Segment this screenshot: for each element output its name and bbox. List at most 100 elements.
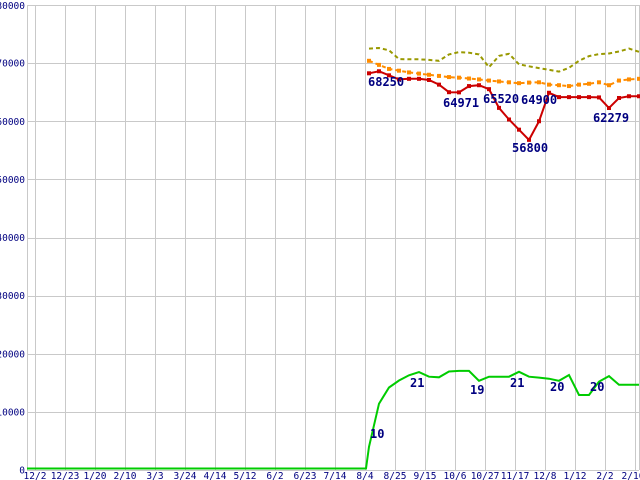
red-solid-series-marker	[617, 96, 621, 100]
red-solid-series-marker	[397, 77, 401, 82]
orange-dashed-series-marker	[597, 80, 601, 85]
y-axis-labels: 0 10000 20000 30000 40000 50000 60000 70000 8000…	[0, 1, 25, 477]
x-axis-tick-label: 12/2	[24, 471, 47, 480]
data-label: 68250	[368, 75, 404, 89]
orange-dashed-series-marker	[607, 83, 611, 88]
orange-dashed-series-marker	[477, 77, 481, 82]
y-axis-tick-label: 30000	[0, 291, 25, 302]
x-axis-tick-label: 12/23	[51, 471, 80, 480]
orange-dashed-series-marker	[617, 78, 621, 83]
orange-dashed-series-marker	[507, 80, 511, 85]
orange-dashed-series-marker	[437, 73, 441, 78]
orange-dashed-series-marker	[387, 66, 391, 71]
red-solid-series-marker	[497, 105, 501, 110]
x-axis-tick-label: 6/23	[294, 471, 317, 480]
red-solid-series-marker	[587, 95, 591, 100]
red-solid-series-marker	[377, 69, 381, 74]
orange-dashed-series-marker	[557, 83, 561, 88]
data-label: 21	[410, 376, 424, 390]
orange-dashed-series-marker	[637, 76, 640, 81]
red-solid-series-marker	[527, 137, 531, 142]
orange-dashed-series-marker	[427, 72, 431, 77]
red-solid-series-marker	[557, 95, 561, 100]
red-solid-series-marker	[567, 95, 571, 100]
y-axis-tick-label: 50000	[0, 175, 25, 186]
x-axis-tick-label: 10/6	[444, 471, 467, 480]
orange-dashed-series-marker	[517, 81, 521, 86]
x-axis-tick-label: 12/8	[534, 471, 557, 480]
red-solid-series-marker	[457, 90, 461, 95]
data-label: 19	[470, 383, 484, 397]
red-solid-series-line	[368, 70, 639, 142]
y-axis-tick-label: 20000	[0, 349, 25, 360]
red-solid-series-marker	[407, 76, 411, 81]
x-axis-tick-label: 8/4	[356, 471, 373, 480]
x-axis-tick-label: 8/25	[384, 471, 407, 480]
orange-dashed-series-marker	[447, 75, 451, 80]
x-axis-tick-label: 2/2	[596, 471, 613, 480]
orange-dashed-series-marker	[547, 82, 551, 87]
x-axis-labels: 12/2 12/23 1/20 2/10 3/3 3/24 4/14 5/12 6/2 6/23 7…	[24, 471, 640, 480]
red-solid-series	[367, 69, 640, 142]
orange-dashed-series-marker	[587, 81, 591, 86]
x-axis-tick-label: 4/14	[204, 471, 227, 480]
y-axis-tick-label: 60000	[0, 117, 25, 128]
red-solid-series-marker	[367, 71, 371, 76]
red-solid-series-marker	[387, 73, 391, 78]
red-solid-series-marker	[517, 127, 521, 132]
x-axis-tick-label: 1/12	[564, 471, 587, 480]
data-labels: 68250 64971 65520 64900 56800 62279 10 21 19 21 20…	[368, 75, 629, 441]
orange-dashed-series-marker	[377, 62, 381, 67]
y-axis-tick-label: 0	[19, 466, 25, 477]
x-axis-tick-label: 9/15	[414, 471, 437, 480]
red-solid-series-marker	[417, 76, 421, 81]
red-solid-series-marker	[427, 77, 431, 82]
x-axis-tick-label: 2/10	[114, 471, 137, 480]
orange-dashed-series-marker	[527, 80, 531, 85]
data-label: 64900	[521, 93, 557, 107]
orange-dashed-series-marker	[397, 68, 401, 73]
orange-dashed-series-marker	[487, 78, 491, 83]
x-axis-tick-label: 7/14	[324, 471, 347, 480]
orange-dashed-series-marker	[457, 75, 461, 80]
orange-dashed-series-marker	[497, 79, 501, 84]
red-solid-series-marker	[577, 95, 581, 100]
orange-dashed-series-marker	[467, 76, 471, 81]
gridlines	[27, 5, 640, 471]
x-axis-tick-label: 3/3	[146, 471, 163, 480]
red-solid-series-marker	[437, 82, 441, 87]
y-axis-tick-label: 80000	[0, 1, 25, 12]
x-axis-tick-label: 6/2	[266, 471, 283, 480]
data-label: 64971	[443, 96, 479, 110]
y-axis-tick-label: 40000	[0, 233, 25, 244]
orange-dashed-series	[367, 58, 640, 89]
red-solid-series-marker	[467, 84, 471, 89]
orange-dashed-series-marker	[577, 82, 581, 87]
x-axis-tick-label: 2/16	[622, 471, 640, 480]
data-label: 10	[370, 427, 384, 441]
red-solid-series-marker	[637, 94, 640, 99]
red-solid-series-marker	[597, 95, 601, 100]
green-solid-series-line	[27, 369, 639, 470]
x-axis-tick-label: 10/27	[471, 471, 500, 480]
orange-dashed-series-marker	[537, 80, 541, 85]
orange-dashed-series-marker	[627, 77, 631, 82]
orange-dashed-series-marker	[407, 70, 411, 75]
red-solid-series-marker	[487, 87, 491, 92]
red-solid-series-marker	[507, 117, 511, 122]
green-solid-series	[27, 369, 639, 470]
data-label: 20	[590, 380, 604, 394]
data-label: 20	[550, 380, 564, 394]
orange-dashed-series-marker	[567, 84, 571, 89]
x-axis-tick-label: 3/24	[174, 471, 197, 480]
data-label: 56800	[512, 141, 548, 155]
red-solid-series-marker	[547, 90, 551, 95]
red-solid-series-marker	[627, 94, 631, 99]
y-axis-tick-label: 70000	[0, 59, 25, 70]
orange-dashed-series-marker	[417, 71, 421, 76]
data-label: 21	[510, 376, 524, 390]
red-solid-series-marker	[607, 106, 611, 111]
